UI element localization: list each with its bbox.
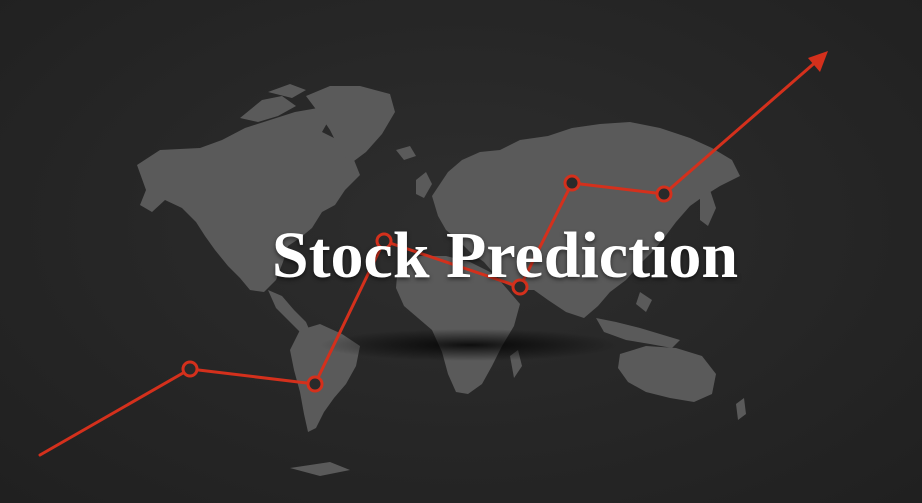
trend-point [563, 174, 581, 192]
trend-point [181, 360, 199, 378]
trend-arrow-icon [38, 51, 828, 457]
map-shadow [320, 329, 620, 361]
trend-point [511, 278, 529, 296]
trend-point [655, 185, 673, 203]
trend-point [306, 375, 324, 393]
page-title: Stock Prediction [271, 219, 739, 292]
trend-point [375, 232, 393, 250]
